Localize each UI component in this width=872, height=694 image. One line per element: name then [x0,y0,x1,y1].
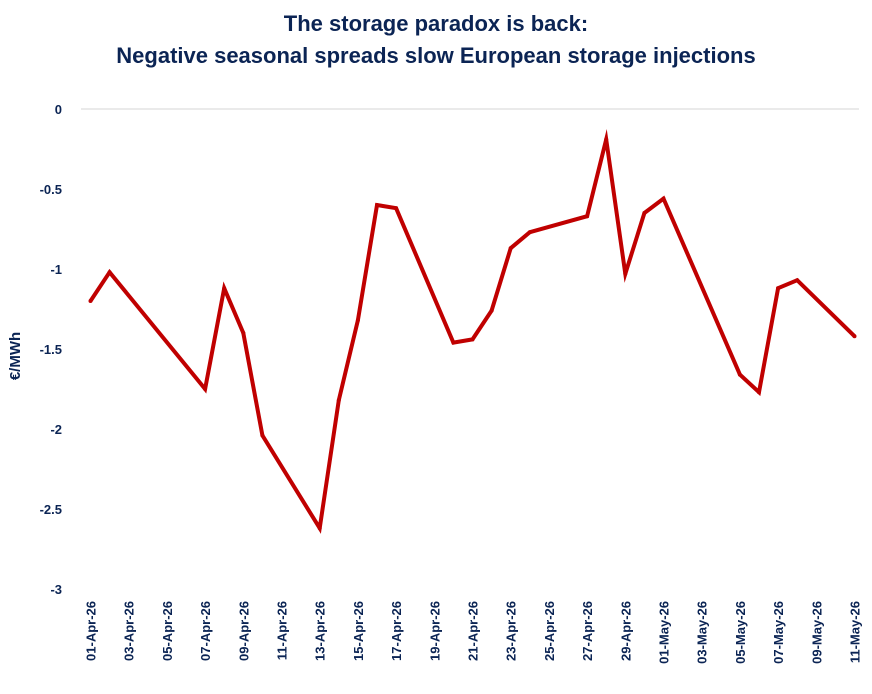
data-point [757,390,761,395]
data-point [585,214,590,219]
data-point [260,433,265,438]
y-tick-label: -2.5 [40,502,62,517]
y-tick-label: -0.5 [40,182,62,197]
data-point [508,246,513,251]
data-point [737,372,742,377]
x-tick-label: 05-Apr-26 [160,601,175,661]
x-tick-label: 27-Apr-26 [580,601,595,661]
x-tick-label: 11-Apr-26 [275,601,290,660]
y-tick-label: 0 [55,102,62,117]
x-tick-label: 07-May-26 [771,601,786,664]
y-tick-label: -1.5 [40,342,62,357]
y-tick-label: -2 [50,422,62,437]
chart-subtitle: Negative seasonal spreads slow European … [116,43,756,68]
chart-title: The storage paradox is back: [283,11,589,36]
x-tick-label: 11-May-26 [848,601,863,663]
data-point [604,137,609,142]
data-point [489,308,494,313]
x-tick-label: 03-May-26 [695,601,710,664]
x-tick-label: 23-Apr-26 [504,601,519,661]
data-point [642,211,647,215]
data-point [527,230,532,235]
x-tick-label: 13-Apr-26 [313,601,328,661]
y-axis-tick-labels: 0 -0.5 -1 -1.5 -2 -2.5 -3 [40,102,62,597]
chart-title-block: The storage paradox is back: Negative se… [0,8,872,72]
data-point [776,286,781,291]
data-point [203,387,208,391]
y-tick-label: -3 [50,582,62,597]
x-tick-label: 21-Apr-26 [466,601,481,661]
data-point [394,206,399,211]
x-tick-label: 19-Apr-26 [427,601,442,661]
x-tick-label: 01-Apr-26 [84,601,99,661]
data-point [795,278,800,283]
data-point [470,337,475,342]
data-point [852,334,857,339]
series-layer [88,128,857,534]
data-point [375,203,379,207]
x-tick-label: 25-Apr-26 [542,601,557,661]
x-tick-label: 29-Apr-26 [618,601,633,661]
y-tick-label: -1 [50,262,62,277]
x-axis-tick-labels: 01-Apr-26 03-Apr-26 05-Apr-26 07-Apr-26 09-A… [84,601,863,664]
data-point [317,526,322,531]
data-point [222,286,227,291]
x-tick-label: 09-Apr-26 [236,601,251,661]
data-point [241,331,246,335]
x-tick-label: 09-May-26 [809,601,824,664]
x-tick-label: 03-Apr-26 [122,601,137,661]
data-point [451,340,456,345]
data-point [355,318,360,323]
x-tick-label: 05-May-26 [733,601,748,664]
data-point [661,196,666,201]
data-point [88,299,93,303]
x-tick-label: 01-May-26 [657,601,672,664]
data-point [623,271,628,276]
series-line [88,128,856,534]
x-tick-label: 07-Apr-26 [198,601,213,661]
y-axis-title: €/MWh [7,332,24,380]
x-tick-label: 17-Apr-26 [389,601,404,661]
data-point [107,270,112,275]
x-tick-label: 15-Apr-26 [351,601,366,661]
data-point [336,398,341,403]
